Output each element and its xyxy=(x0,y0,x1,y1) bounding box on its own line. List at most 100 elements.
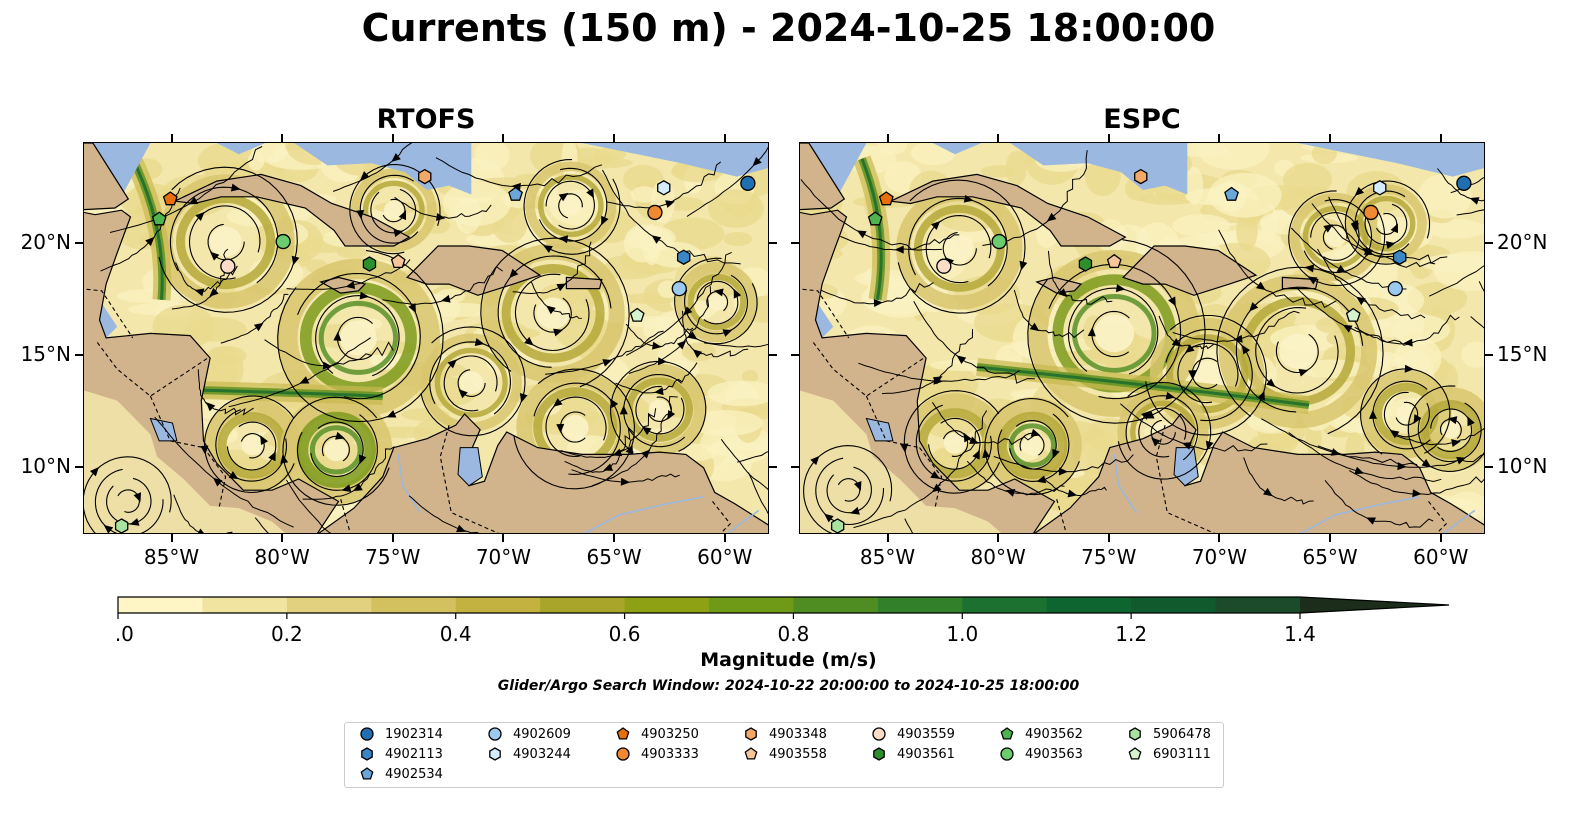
streamline-arrow xyxy=(1421,458,1432,468)
streamline-arrow xyxy=(1389,429,1400,439)
legend-label: 4903244 xyxy=(513,746,571,762)
streamline-arrow xyxy=(553,398,563,407)
x-tick-mark xyxy=(281,134,284,142)
y-tick-mark xyxy=(791,465,799,468)
streamline-arrow xyxy=(1052,448,1060,459)
streamline-arrow xyxy=(654,387,664,396)
legend-item-4902113: 4902113 xyxy=(357,746,443,762)
circle-marker-icon xyxy=(488,727,502,741)
streamline-arrow xyxy=(1019,260,1028,271)
streamline-arrow xyxy=(982,448,991,459)
streamline-arrow xyxy=(509,268,519,279)
y-tick-mark xyxy=(791,353,799,356)
streamline-arrow xyxy=(1390,223,1398,234)
streamline-arrow xyxy=(435,212,446,221)
float-marker-4903333 xyxy=(647,204,663,221)
colorbar-segment xyxy=(371,597,457,613)
float-marker-6903111 xyxy=(629,307,645,322)
colorbar-segment xyxy=(1215,597,1301,613)
streamline-arrow xyxy=(1336,264,1347,273)
streamline-arrow xyxy=(200,445,209,455)
legend-item-1902314: 1902314 xyxy=(357,726,443,742)
streamline-arrow xyxy=(1205,440,1214,451)
streamline-arrow xyxy=(386,410,397,418)
colorbar-segment xyxy=(962,597,1048,613)
streamline-arrow xyxy=(322,361,333,370)
y-tick-mark xyxy=(1485,353,1493,356)
streamline-arrow xyxy=(687,331,698,340)
legend-marker-4903561 xyxy=(873,747,885,761)
x-tick-mark xyxy=(391,134,394,142)
land-yucatan_top xyxy=(800,143,846,211)
float-marker-4903561 xyxy=(362,256,377,272)
streamline-arrow xyxy=(1356,296,1366,306)
eddy-7 xyxy=(420,333,522,432)
streamline-arrow xyxy=(1185,344,1195,353)
streamline-arrow xyxy=(1307,276,1318,285)
float-marker-4903558 xyxy=(1106,253,1122,269)
streamline-arrow xyxy=(722,329,733,337)
streamline-arrow xyxy=(601,215,609,226)
streamline-arrow xyxy=(1467,416,1475,427)
search-window-text: Glider/Argo Search Window: 2024-10-22 20… xyxy=(497,678,1080,694)
eddy-3 xyxy=(280,395,393,505)
legend-label: 1902314 xyxy=(385,726,443,742)
legend-item-5906478: 5906478 xyxy=(1125,726,1211,742)
streamline-arrow xyxy=(824,513,834,523)
y-tick-label-right: 15°N xyxy=(1497,341,1548,366)
colorbar-tick-label: 0.2 xyxy=(271,622,303,644)
streamline-arrow xyxy=(963,432,972,443)
eddy-8 xyxy=(1406,387,1484,473)
streamline-arrow xyxy=(1330,448,1341,456)
streamline-arrow xyxy=(931,483,942,493)
streamline-arrow xyxy=(230,183,241,192)
hexagon-marker-icon xyxy=(361,747,373,761)
float-marker-4902609 xyxy=(1387,280,1403,297)
streamline-arrow xyxy=(683,306,693,316)
float-marker-5906478 xyxy=(830,518,845,533)
x-tick-mark xyxy=(723,134,726,142)
colorbar-segment xyxy=(709,597,794,613)
legend-label: 4902609 xyxy=(513,726,571,742)
streamline-arrow xyxy=(1413,414,1422,424)
streamline-arrow xyxy=(1029,322,1040,332)
float-marker-4903348 xyxy=(418,168,432,185)
streamline-arrow xyxy=(447,359,457,369)
eddy-9 xyxy=(525,161,617,250)
streamline-arrow xyxy=(665,200,675,208)
streamline-arrow xyxy=(209,251,220,261)
x-tick-label: 60°W xyxy=(1413,545,1469,569)
y-tick-mark xyxy=(769,353,777,356)
y-tick-label-right: 20°N xyxy=(1497,229,1548,254)
figure-title: Currents (150 m) - 2024-10-25 18:00:00 xyxy=(361,6,1216,50)
legend-marker-4903244 xyxy=(489,747,501,761)
circle-marker-icon xyxy=(1000,747,1014,761)
streamline-arrow xyxy=(1404,364,1414,373)
streamline-arrow xyxy=(850,506,860,515)
streamline-arrow xyxy=(398,210,407,221)
legend-label: 4903250 xyxy=(641,726,699,742)
colorbar: 0.0 0.2 0.4 0.6 0.8 1.0 1.2 1.4 xyxy=(102,596,1457,648)
streamline-arrow xyxy=(360,171,370,181)
legend-marker-4903559 xyxy=(872,727,886,741)
current-jet-0 xyxy=(124,154,172,301)
land-yucatan_top xyxy=(84,143,130,211)
colorbar-segment xyxy=(286,597,372,613)
streamline-arrow xyxy=(1151,437,1161,447)
legend-marker-4902609 xyxy=(488,727,502,741)
border-2 xyxy=(865,395,920,449)
map-canvas-rtofs xyxy=(84,143,768,533)
colorbar-tick-label: 0.4 xyxy=(440,622,472,644)
streamline-arrow xyxy=(341,484,352,493)
streamline-arrow xyxy=(853,481,862,491)
border-0 xyxy=(84,288,134,339)
streamline-arrow xyxy=(1249,302,1259,312)
streamline-arrow xyxy=(89,467,99,477)
pentagon-marker-icon xyxy=(616,727,630,740)
streamline-arrow xyxy=(1469,197,1480,205)
streamline-arrow xyxy=(932,376,943,385)
streamline-arrow xyxy=(194,288,205,297)
legend-label: 6903111 xyxy=(1153,746,1211,762)
x-tick-label: 60°W xyxy=(697,545,753,569)
x-tick-mark xyxy=(1218,534,1221,542)
